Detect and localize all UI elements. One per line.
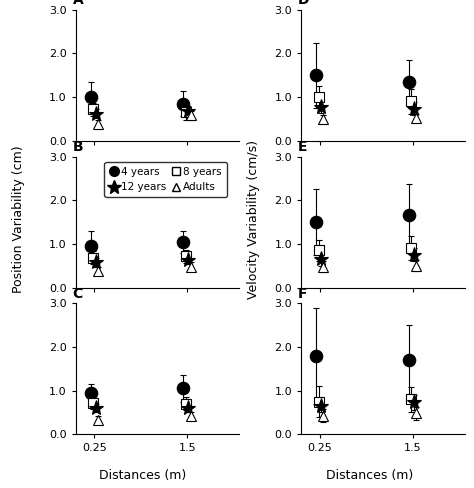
Text: F: F [298,286,308,301]
Text: A: A [73,0,83,7]
Text: Position Variability (cm): Position Variability (cm) [12,146,26,293]
Text: B: B [73,140,83,154]
Text: Distances (m): Distances (m) [99,469,186,482]
Text: Distances (m): Distances (m) [326,469,413,482]
Legend: 4 years, 12 years, 8 years, Adults: 4 years, 12 years, 8 years, Adults [104,162,227,197]
Text: E: E [298,140,308,154]
Text: Velocity Variability (cm/s): Velocity Variability (cm/s) [247,140,260,299]
Text: D: D [298,0,310,7]
Text: C: C [73,286,83,301]
